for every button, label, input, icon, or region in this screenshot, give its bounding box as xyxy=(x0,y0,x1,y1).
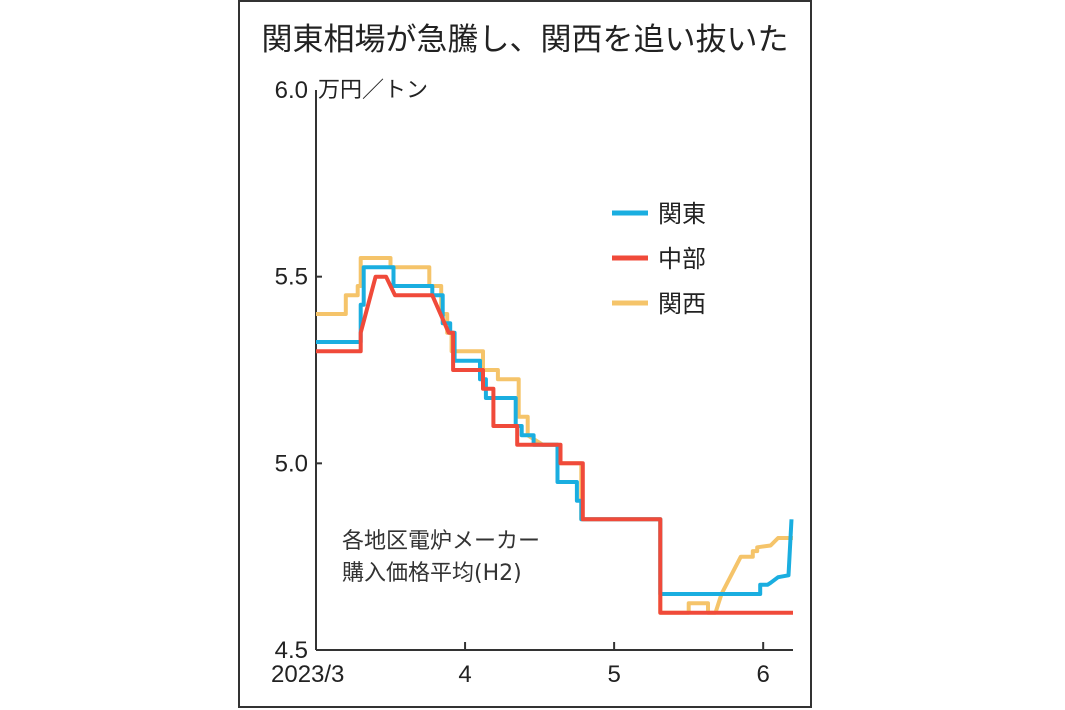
annotation-line: 各地区電炉メーカー xyxy=(342,529,540,554)
chart-frame: 関東相場が急騰し、関西を追い抜いた xyxy=(238,0,812,708)
y-tick-label: 5.5 xyxy=(275,264,308,291)
y-axis-ticks: 6.0 5.5 5.0 4.5 xyxy=(275,77,322,664)
series-line-2 xyxy=(316,256,793,615)
legend-label: 関西 xyxy=(658,290,706,318)
y-tick-label: 5.0 xyxy=(275,450,308,477)
chart-title: 関東相場が急騰し、関西を追い抜いた xyxy=(261,22,789,58)
x-tick-label: 4 xyxy=(458,661,471,688)
x-tick-label: 2023/3 xyxy=(271,661,344,688)
annotation-line: 購入価格平均(H2) xyxy=(342,561,522,586)
legend-label: 中部 xyxy=(658,245,706,273)
y-tick-label: 6.0 xyxy=(275,77,308,104)
series-line-1 xyxy=(316,274,793,615)
y-tick-label: 4.5 xyxy=(275,637,308,664)
y-axis-unit: 万円／トン xyxy=(318,78,428,103)
series-line-0 xyxy=(316,265,794,596)
x-tick-label: 5 xyxy=(607,661,620,688)
series-lines xyxy=(316,256,794,615)
x-tick-label: 6 xyxy=(757,661,770,688)
x-axis-ticks: 2023/3 4 5 6 xyxy=(271,642,770,688)
legend-label: 関東 xyxy=(658,200,706,228)
